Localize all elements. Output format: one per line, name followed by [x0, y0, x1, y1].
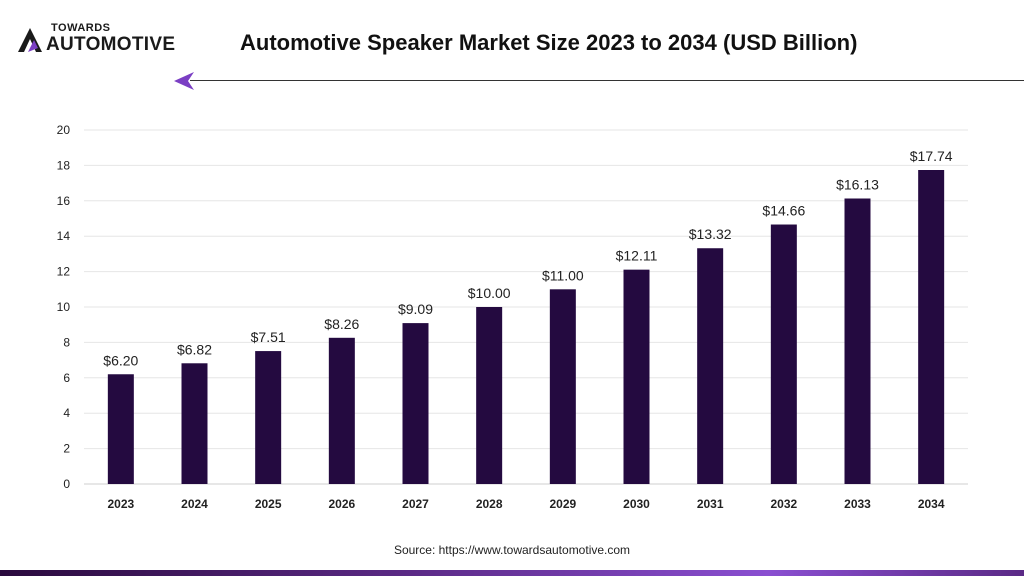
y-tick-label: 16: [57, 194, 71, 208]
x-tick-label: 2034: [918, 497, 945, 511]
data-label: $6.20: [103, 352, 138, 368]
arrow-left-icon: [174, 72, 194, 90]
x-tick-label: 2029: [549, 497, 576, 511]
y-tick-label: 8: [63, 335, 70, 349]
y-tick-label: 2: [63, 442, 70, 456]
logo-text-top: TOWARDS: [51, 22, 111, 34]
chart-title: Automotive Speaker Market Size 2023 to 2…: [240, 30, 858, 55]
y-tick-label: 6: [63, 371, 70, 385]
bar: [328, 337, 355, 484]
bar: [623, 269, 650, 484]
logo-text-bottom: AUTOMOTIVE: [46, 34, 176, 55]
data-label: $9.09: [398, 301, 433, 317]
data-label: $12.11: [616, 248, 658, 264]
bar: [770, 224, 797, 484]
bar: [549, 289, 576, 484]
x-tick-label: 2026: [328, 497, 355, 511]
data-label: $7.51: [251, 329, 286, 345]
y-tick-label: 12: [57, 265, 71, 279]
bar: [402, 323, 429, 484]
y-tick-label: 20: [57, 123, 71, 137]
x-tick-label: 2028: [476, 497, 503, 511]
data-label: $14.66: [762, 203, 805, 219]
data-label: $17.74: [910, 148, 953, 164]
bar: [255, 351, 282, 484]
bar: [918, 170, 945, 484]
y-tick-label: 14: [57, 229, 71, 243]
x-tick-label: 2030: [623, 497, 650, 511]
x-tick-label: 2024: [181, 497, 208, 511]
logo-mark-icon: [18, 28, 42, 52]
x-tick-label: 2027: [402, 497, 429, 511]
header-divider: [190, 80, 1024, 81]
y-tick-label: 0: [63, 477, 70, 491]
data-label: $13.32: [689, 226, 732, 242]
bar: [697, 248, 724, 484]
x-tick-label: 2031: [697, 497, 724, 511]
bar: [844, 198, 871, 484]
bottom-accent-bar: [0, 570, 1024, 576]
bar-chart: 0 2 4 6 8 10 12 14 16 18 20 $6.20 2023 $6.82 2024 $7.51…: [57, 123, 968, 511]
x-tick-label: 2023: [107, 497, 134, 511]
data-label: $10.00: [468, 285, 511, 301]
data-label: $11.00: [542, 267, 584, 283]
y-tick-label: 10: [57, 300, 71, 314]
data-label: $8.26: [324, 316, 359, 332]
y-tick-label: 4: [63, 406, 70, 420]
x-tick-label: 2025: [255, 497, 282, 511]
bar: [476, 307, 503, 484]
data-label: $6.82: [177, 341, 212, 357]
source-note: Source: https://www.towardsautomotive.co…: [393, 543, 631, 557]
x-tick-label: 2033: [844, 497, 871, 511]
data-label: $16.13: [836, 176, 879, 192]
bar: [107, 374, 134, 484]
x-tick-label: 2032: [770, 497, 797, 511]
brand-logo: TOWARDS AUTOMOTIVE: [16, 20, 186, 60]
bar: [181, 363, 208, 484]
y-tick-label: 18: [57, 158, 71, 172]
